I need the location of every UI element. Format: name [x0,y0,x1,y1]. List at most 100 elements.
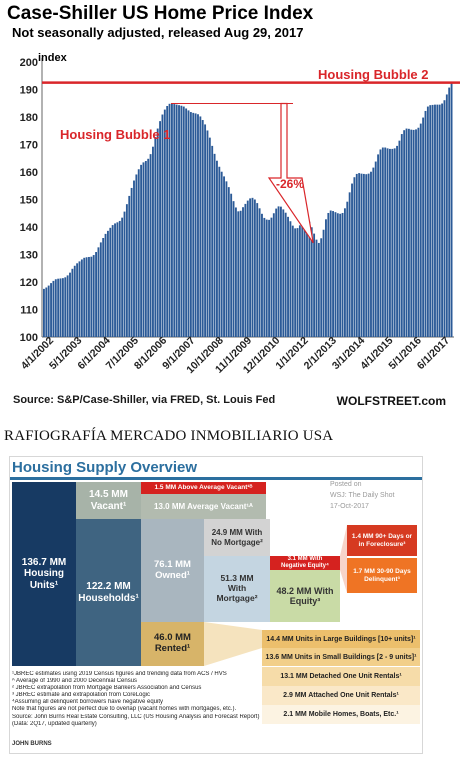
bar [419,123,422,337]
bar [332,211,334,337]
bar [216,160,218,337]
bar [156,128,159,337]
y-tick-label: 100 [20,332,38,344]
bar [291,225,294,338]
bar [251,197,254,337]
bar [253,199,256,337]
bar [85,257,88,337]
bar [310,227,313,337]
bar [232,201,235,337]
bar [71,268,74,337]
wolfstreet-watermark: WOLFSTREET.com [336,394,446,408]
bar [128,195,131,337]
bar [341,212,344,337]
bar [178,105,180,337]
decline-arrow [267,102,314,244]
y-tick-label: 130 [20,250,38,262]
bar [303,218,306,337]
bar [279,206,282,337]
bar [116,222,119,337]
bar [379,149,382,337]
bar [445,94,448,337]
bar [208,137,211,338]
bar [168,103,171,337]
bar [109,227,112,337]
bar [367,173,370,337]
bar [123,211,126,337]
bar [320,238,323,337]
bar [104,233,107,338]
bar [282,209,285,337]
bar [45,287,48,337]
rental-row: 14.4 MM Units in Large Buildings [10+ un… [262,630,420,648]
bar [438,104,441,338]
with-equity-box: 48.2 MM With Equity³ [270,570,340,622]
with-mortgage-box: 51.3 MM With Mortgage² [204,556,270,622]
bar [175,104,178,338]
bar [80,259,83,337]
bar [161,114,164,338]
bar [334,212,337,337]
rental-row: 2.9 MM Attached One Unit Rentals¹ [262,686,420,705]
vacant-box: 14.5 MM Vacant¹ [76,482,141,519]
bar [327,212,330,337]
bar [102,238,105,337]
y-tick-label: 150 [20,195,38,207]
decline-label: -26% [276,177,304,191]
bar [69,272,71,337]
bar [154,137,157,337]
bar [230,193,233,337]
bar [431,104,434,338]
bar [137,169,140,337]
bar [73,265,76,337]
y-axis-label: index [38,52,68,64]
overview-title: Housing Supply Overview [12,459,198,476]
chart-subtitle: Not seasonally adjusted, released Aug 29… [12,25,304,40]
bar [389,148,391,337]
bubble1-label: Housing Bubble 1 [60,127,171,142]
bar [57,278,60,337]
y-tick-label: 120 [20,277,38,289]
bar [405,128,408,337]
bar [99,242,102,337]
bar [450,82,453,337]
bar [149,154,152,338]
bar [76,263,79,337]
bar [270,217,273,337]
bar [301,220,304,337]
bar [384,147,387,337]
bar [173,104,176,337]
bar [415,129,417,338]
rental-row: 2.1 MM Mobile Homes, Boats, Etc.¹ [262,705,420,724]
bar [360,173,363,337]
bar [159,121,161,338]
bar [441,103,444,338]
bar [192,112,195,337]
bar [244,203,247,337]
bar [381,147,384,337]
bar [355,173,358,337]
bar [436,104,439,338]
y-tick-label: 190 [20,85,38,97]
negative-equity-box: 3.1 MM With Negative Equity⁴ [270,556,340,570]
bar [106,230,109,337]
bar [298,225,301,337]
bar [97,247,100,337]
bar [199,116,202,337]
bar [121,217,124,337]
bar [239,210,242,337]
section-caption: RAFIOGRAFÍA MERCADO INMOBILIARIO USA [4,428,334,444]
overview-connectors [204,525,347,666]
bar [322,229,325,337]
bar [362,173,365,337]
bar [213,153,216,337]
chart-title: Case-Shiller US Home Price Index [7,3,314,24]
bar [407,128,410,337]
bar [144,161,147,337]
bar [258,208,261,337]
bar [396,145,398,338]
bar [227,187,230,338]
bar [50,283,52,337]
bar [43,288,45,338]
bar [92,255,95,337]
